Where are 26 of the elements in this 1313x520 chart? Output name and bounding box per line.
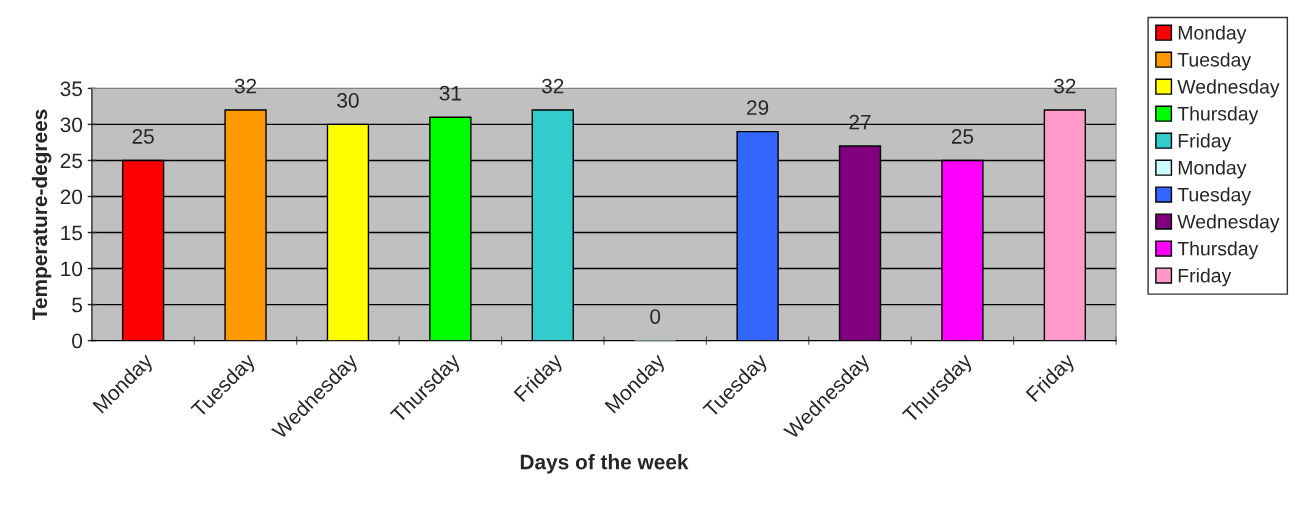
y-tick-label: 30: [60, 117, 83, 133]
legend-label: Thursday: [1177, 241, 1259, 260]
y-tick-label: 5: [72, 297, 83, 313]
legend-label: Monday: [1178, 25, 1247, 44]
y-tick-label: 15: [61, 225, 83, 241]
y-tick-label: 35: [60, 81, 83, 97]
data-label: 25: [951, 129, 974, 144]
data-label: 31: [439, 85, 461, 101]
legend-label: Tuesday: [1177, 187, 1252, 206]
y-tick-label: 10: [61, 261, 83, 277]
legend-label: Monday: [1178, 160, 1247, 179]
y-axis-title: Temperature-degrees: [31, 109, 52, 321]
legend-label: Wednesday: [1177, 79, 1280, 98]
data-label: 25: [132, 129, 154, 144]
y-tick-label: 0: [72, 333, 83, 349]
y-tick-label: 20: [60, 189, 83, 205]
legend-label: Wednesday: [1177, 214, 1280, 233]
data-label: 29: [747, 100, 769, 116]
x-axis-title: Days of the week: [520, 454, 689, 474]
legend-label: Thursday: [1177, 106, 1259, 125]
y-tick-label: 25: [60, 153, 83, 169]
legend-label: Friday: [1178, 133, 1232, 152]
data-label: 30: [337, 93, 359, 108]
legend-label: Friday: [1178, 268, 1232, 287]
data-label: 0: [650, 309, 661, 324]
legend-label: Tuesday: [1177, 52, 1252, 71]
